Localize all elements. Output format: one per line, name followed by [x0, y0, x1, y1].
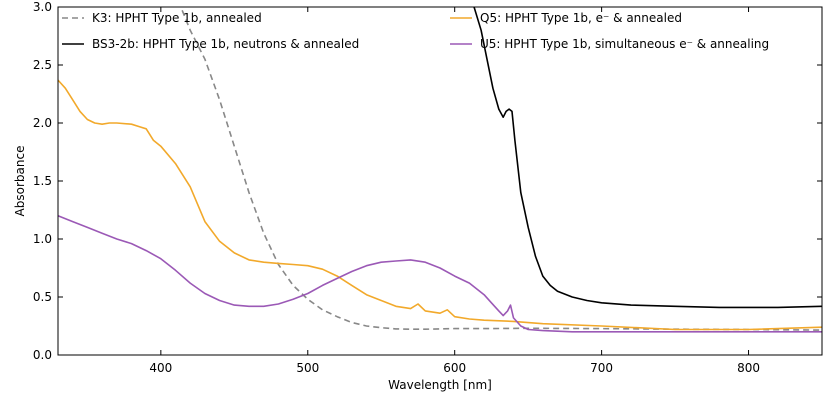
- series-line-u5: [58, 215, 822, 333]
- y-tick-label: 2.5: [33, 58, 52, 72]
- x-tick-label: 500: [296, 361, 319, 375]
- y-tick-label: 0.0: [33, 348, 52, 362]
- y-tick-label: 2.0: [33, 116, 52, 130]
- series-line-k3: [179, 7, 822, 331]
- y-axis-label: Absorbance: [13, 146, 27, 217]
- series-line-q5: [58, 79, 822, 331]
- x-tick-label: 700: [590, 361, 613, 375]
- legend: K3: HPHT Type 1b, annealed BS3-2b: HPHT T…: [62, 11, 769, 51]
- tick-marks: [58, 6, 822, 356]
- x-axis-label: Wavelength [nm]: [388, 378, 492, 392]
- x-tick-label: 600: [443, 361, 466, 375]
- legend-label-bs3-2b: BS3-2b: HPHT Type 1b, neutrons & anneale…: [92, 37, 359, 51]
- legend-label-q5: Q5: HPHT Type 1b, e⁻ & annealed: [480, 11, 682, 25]
- legend-label-u5: U5: HPHT Type 1b, simultaneous e⁻ & anne…: [480, 37, 769, 51]
- x-tick-label: 800: [737, 361, 760, 375]
- series-line-bs3-2b: [473, 7, 822, 309]
- y-tick-label: 1.0: [33, 232, 52, 246]
- tick-labels: 400 500 600 700 800 0.0 0.5 1.0 1.5 2.0 2.5 3.0: [33, 0, 760, 375]
- legend-label-k3: K3: HPHT Type 1b, annealed: [92, 11, 262, 25]
- plot-frame: [57, 6, 823, 356]
- series-lines: [58, 7, 822, 333]
- y-tick-label: 1.5: [33, 174, 52, 188]
- x-tick-label: 400: [149, 361, 172, 375]
- y-tick-label: 0.5: [33, 290, 52, 304]
- y-tick-label: 3.0: [33, 0, 52, 14]
